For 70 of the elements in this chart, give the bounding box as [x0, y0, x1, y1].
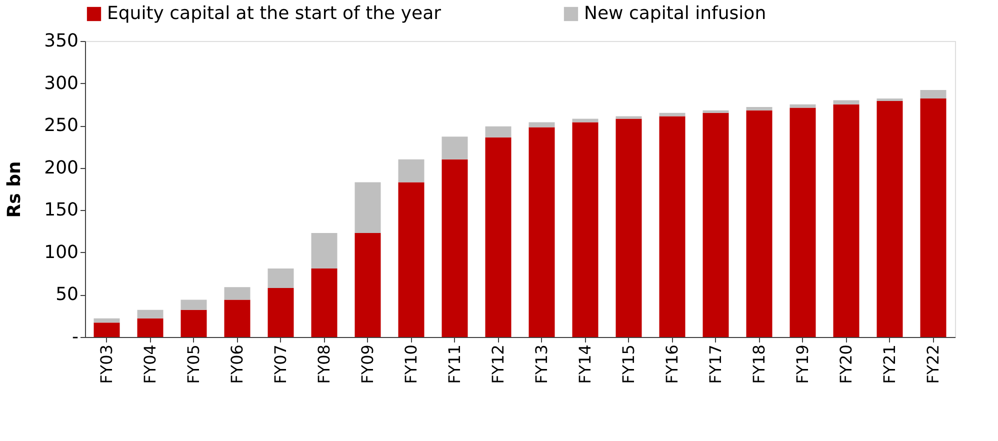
bar [398, 159, 424, 182]
bar [746, 106, 772, 110]
legend-label: New capital infusion [584, 3, 766, 24]
bar [920, 98, 946, 337]
bar [528, 122, 555, 128]
x-tick-label: FY03 [96, 344, 116, 384]
x-tick-label: FY08 [314, 344, 334, 384]
y-tick-label: 50 [56, 284, 78, 306]
x-tick-label: FY17 [706, 344, 725, 384]
x-tick-label: FY18 [749, 344, 768, 384]
bar [659, 116, 686, 337]
y-tick-label: 100 [44, 242, 78, 263]
bar [180, 310, 207, 337]
bar [224, 300, 250, 337]
bar [485, 137, 512, 337]
x-tick-label: FY20 [836, 344, 856, 384]
bar [268, 288, 294, 337]
bar [94, 318, 120, 323]
x-tick-label: FY19 [792, 344, 812, 384]
y-tick-label: - [72, 326, 78, 348]
bar [311, 268, 338, 337]
x-tick-label: FY15 [618, 344, 638, 384]
x-tick-label: FY14 [575, 344, 594, 384]
bar [616, 118, 642, 337]
bar [876, 98, 903, 102]
bar [746, 110, 772, 337]
legend-label: Equity capital at the start of the year [107, 3, 442, 24]
bar [354, 182, 381, 233]
bar [833, 100, 860, 104]
bar [137, 318, 164, 337]
bar [790, 108, 816, 337]
bar [398, 182, 424, 337]
bar [442, 159, 468, 337]
x-tick-label: FY10 [401, 344, 420, 384]
bar [702, 110, 729, 113]
x-tick-label: FY05 [184, 344, 203, 384]
bar [528, 127, 555, 337]
bar [702, 112, 729, 337]
y-tick-label: 300 [44, 72, 78, 94]
y-tick-label: 350 [44, 30, 78, 52]
x-tick-label: FY16 [662, 344, 682, 384]
bar [659, 112, 686, 116]
x-tick-label: FY04 [140, 344, 160, 384]
bar [572, 122, 598, 337]
bar [876, 101, 903, 337]
x-tick-label: FY07 [270, 344, 290, 384]
bar [833, 104, 860, 337]
bar [354, 232, 381, 337]
x-tick-label: FY13 [532, 344, 551, 384]
bar [137, 310, 164, 318]
bar [790, 104, 816, 108]
y-axis-title: Rs bn [4, 161, 26, 218]
bar [224, 287, 250, 300]
x-tick-label: FY12 [488, 344, 508, 384]
bar [616, 116, 642, 119]
x-tick-label: FY09 [358, 344, 377, 384]
bar [442, 136, 468, 160]
bar [94, 322, 120, 337]
bar [180, 300, 207, 310]
x-tick-label: FY11 [444, 344, 464, 384]
bar [268, 268, 294, 288]
y-tick-label: 250 [44, 115, 78, 136]
y-tick-label: 200 [44, 157, 78, 178]
x-tick-label: FY06 [227, 344, 246, 384]
x-tick-label: FY21 [880, 344, 899, 384]
bar [485, 126, 512, 138]
bar [311, 232, 338, 268]
x-tick-label: FY22 [923, 344, 942, 384]
y-tick-label: 150 [44, 200, 78, 221]
bar [920, 90, 946, 99]
